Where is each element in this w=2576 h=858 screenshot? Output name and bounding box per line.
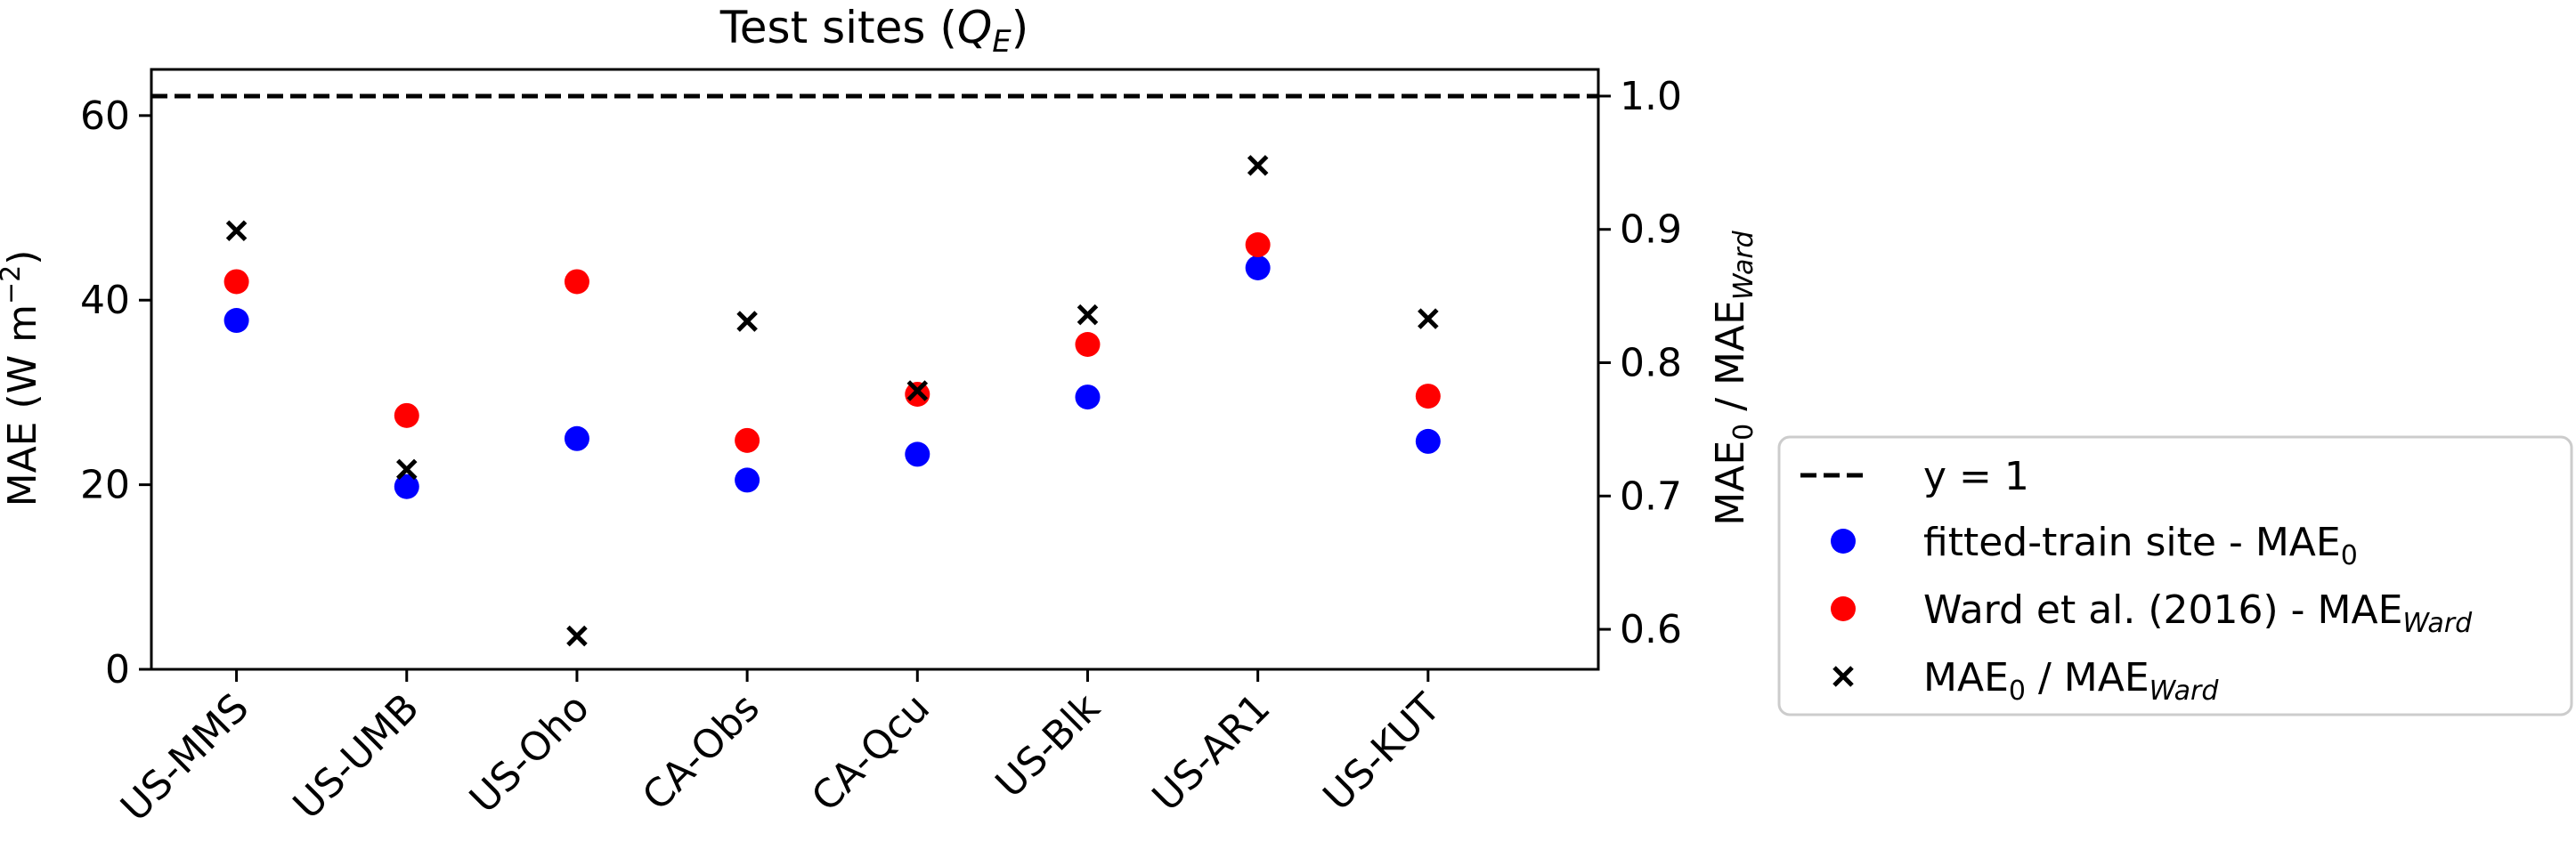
series-1-point <box>394 402 419 428</box>
series-2-point <box>1077 304 1099 326</box>
x-tick-label: CA-Qcu <box>803 685 939 821</box>
x-tick-label: US-Blk <box>987 684 1109 806</box>
x-tick-label: US-MMS <box>112 685 257 830</box>
series-1-point <box>905 381 930 407</box>
x-marker-stroke <box>906 380 929 401</box>
series-0-point <box>735 467 760 493</box>
x-marker-stroke <box>1077 304 1099 326</box>
legend-frame <box>1777 435 2573 716</box>
right-axis-label: MAE0 / MAEWard <box>1708 230 1759 525</box>
series-2-point <box>736 311 758 332</box>
right-tick-label: 0.9 <box>1620 207 1682 253</box>
legend-blue-marker-icon <box>1831 529 1856 554</box>
left-tick-label: 0 <box>105 647 130 692</box>
x-marker-stroke <box>566 625 588 647</box>
x-axis: US-MMS US-UMB US-Oho CA-Obs CA-Qcu US-Blk US-A… <box>112 669 1450 830</box>
series-0-point <box>394 474 419 499</box>
legend-label-mae0: fitted-train site - MAE0 <box>1923 520 2358 571</box>
x-tick-label: US-KUT <box>1314 685 1449 820</box>
right-axis: 0.6 0.7 0.8 0.9 1.0 <box>1598 74 1682 652</box>
series-1-point <box>735 427 760 453</box>
series-1-point <box>564 269 589 295</box>
x-marker-stroke <box>736 311 758 332</box>
legend-x-marker-icon <box>1832 666 1854 687</box>
series-0-point <box>564 425 589 451</box>
legend-label-reference: y = 1 <box>1923 454 2029 499</box>
series-1-point <box>1075 332 1101 358</box>
series-2-point <box>1418 308 1439 329</box>
left-axis: 0 20 40 60 <box>80 93 151 692</box>
chart-title: Test sites (QE) <box>719 2 1028 60</box>
x-tick-label: US-AR1 <box>1144 685 1280 821</box>
right-tick-label: 0.6 <box>1620 607 1682 652</box>
series-0-point <box>1415 428 1441 454</box>
series-2-point <box>906 380 929 401</box>
x-marker-stroke <box>395 458 418 481</box>
right-tick-label: 0.7 <box>1620 474 1682 519</box>
plot-area <box>150 68 1600 671</box>
series-1-point <box>223 269 249 295</box>
series-2-point <box>395 458 418 481</box>
right-tick-label: 0.8 <box>1620 341 1682 386</box>
x-tick-label: US-UMB <box>285 685 428 829</box>
legend-label-ratio: MAE0 / MAEWard <box>1923 655 2219 707</box>
legend: y = 1 fitted-train site - MAE0 Ward et a… <box>1777 435 2573 716</box>
series-0-point <box>1075 384 1101 410</box>
left-tick-label: 60 <box>80 93 130 139</box>
series-1-point <box>1245 232 1271 258</box>
x-tick-label: US-Oho <box>461 685 598 822</box>
x-tick-label: CA-Obs <box>634 685 768 820</box>
legend-red-marker-icon <box>1831 596 1856 621</box>
x-marker-stroke <box>225 220 248 241</box>
series-0-point <box>1245 255 1271 280</box>
chart-marks <box>223 155 1441 647</box>
series-2-point <box>225 220 248 241</box>
left-tick-label: 20 <box>80 463 130 508</box>
legend-label-maeward: Ward et al. (2016) - MAEWard <box>1923 587 2473 639</box>
left-tick-label: 40 <box>80 278 130 323</box>
x-marker-stroke <box>1247 155 1269 176</box>
right-tick-label: 1.0 <box>1620 74 1682 119</box>
plot-frame <box>150 68 1600 671</box>
left-axis-label: MAE (W m−2) <box>0 250 45 507</box>
series-2-point <box>566 625 588 647</box>
series-1-point <box>1415 384 1441 409</box>
series-0-point <box>905 441 930 467</box>
series-2-point <box>1247 155 1269 176</box>
series-0-point <box>223 308 249 334</box>
x-marker-stroke <box>1418 308 1439 329</box>
